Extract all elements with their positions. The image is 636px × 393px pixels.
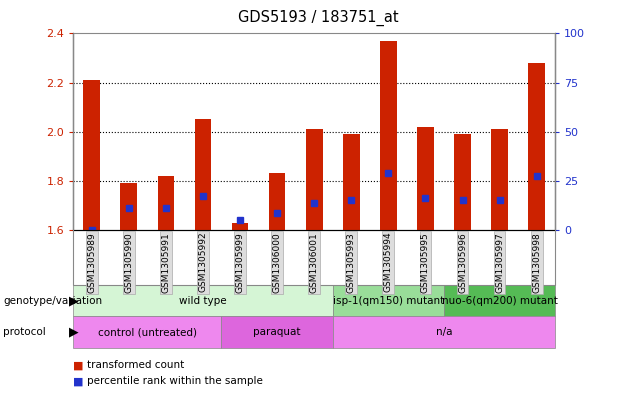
Text: control (untreated): control (untreated) [98, 327, 197, 337]
Bar [417, 127, 434, 230]
Text: GDS5193 / 183751_at: GDS5193 / 183751_at [238, 10, 398, 26]
Bar [529, 63, 545, 230]
Text: protocol: protocol [3, 327, 46, 337]
Text: GSM1305991: GSM1305991 [162, 232, 170, 293]
Text: paraquat: paraquat [253, 327, 301, 337]
Text: ▶: ▶ [69, 294, 78, 307]
Bar [158, 176, 174, 230]
Text: GSM1305997: GSM1305997 [495, 232, 504, 293]
Bar [269, 173, 286, 230]
Bar [454, 134, 471, 230]
Text: transformed count: transformed count [87, 360, 184, 371]
Text: isp-1(qm150) mutant: isp-1(qm150) mutant [333, 296, 444, 306]
Text: ■: ■ [73, 376, 84, 386]
Text: GSM1305999: GSM1305999 [235, 232, 244, 293]
Text: GSM1306001: GSM1306001 [310, 232, 319, 293]
Text: GSM1305990: GSM1305990 [124, 232, 134, 293]
Text: GSM1305989: GSM1305989 [87, 232, 96, 293]
Text: n/a: n/a [436, 327, 452, 337]
Text: GSM1306000: GSM1306000 [273, 232, 282, 293]
Bar [120, 183, 137, 230]
Text: ▶: ▶ [69, 325, 78, 339]
Text: nuo-6(qm200) mutant: nuo-6(qm200) mutant [441, 296, 558, 306]
Text: genotype/variation: genotype/variation [3, 296, 102, 306]
Text: wild type: wild type [179, 296, 227, 306]
Text: GSM1305993: GSM1305993 [347, 232, 356, 293]
Bar [306, 129, 322, 230]
Text: GSM1305994: GSM1305994 [384, 232, 393, 292]
Text: GSM1305996: GSM1305996 [458, 232, 467, 293]
Bar [380, 41, 397, 230]
Bar [343, 134, 359, 230]
Bar [491, 129, 508, 230]
Bar [195, 119, 211, 230]
Text: ■: ■ [73, 360, 84, 371]
Text: GSM1305992: GSM1305992 [198, 232, 207, 292]
Text: GSM1305995: GSM1305995 [421, 232, 430, 293]
Bar [232, 222, 249, 230]
Bar [83, 80, 100, 230]
Text: GSM1305998: GSM1305998 [532, 232, 541, 293]
Text: percentile rank within the sample: percentile rank within the sample [87, 376, 263, 386]
